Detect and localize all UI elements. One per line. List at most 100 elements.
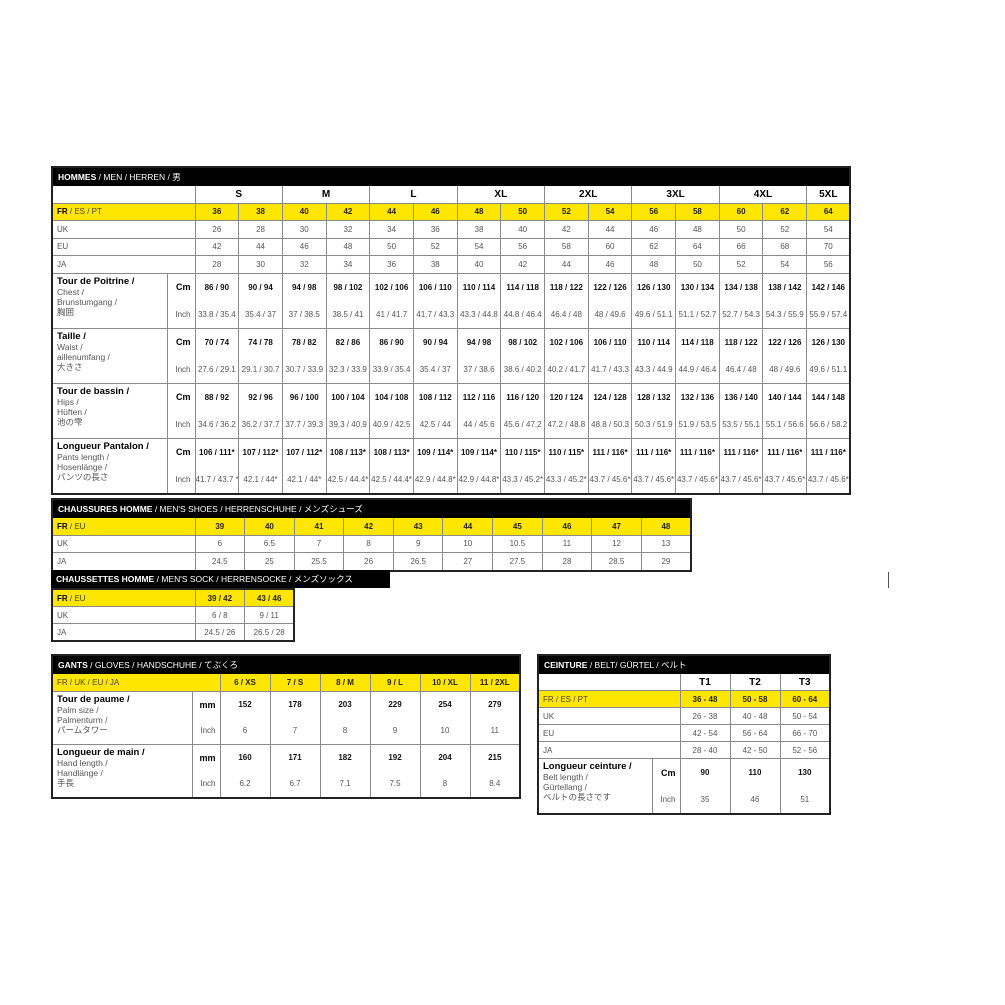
- men-measure-cell: 132 / 136: [675, 382, 720, 411]
- men-fr-row: FR / ES / PT 36 38 40 42 44 46 48 50 52 54 56 58 60 62…: [51, 202, 851, 221]
- men-conv-cell: 44: [238, 237, 283, 256]
- belt-measure-label-line: Belt length /: [543, 772, 588, 782]
- men-conv-cell: 68: [762, 237, 808, 256]
- men-measure-label-line: Taille /: [57, 330, 86, 342]
- size-T2: T2: [729, 673, 781, 691]
- gloves-measure-cell-inch: 6: [219, 717, 271, 745]
- gloves-measure-cell-inch: 11: [469, 717, 521, 745]
- men-fr-cell: 52: [544, 202, 589, 221]
- size-group-2XL: 2XL: [543, 185, 633, 204]
- men-fr-cell: 64: [806, 202, 851, 221]
- men-fr-label-rest: / ES / PT: [67, 207, 102, 217]
- men-measure-cell: 111 / 116*: [762, 437, 808, 466]
- men-conv-cell: 36: [369, 255, 414, 274]
- men-measure-cell: 114 / 118: [675, 327, 720, 356]
- men-measure-cell-inch: 46.4 / 48: [544, 300, 589, 329]
- men-measure-cell: 78 / 82: [281, 327, 327, 356]
- gloves-measure-cell: 279: [469, 690, 521, 718]
- men-measure-cell: 107 / 112*: [238, 437, 283, 466]
- gloves-measure-cell: 192: [369, 743, 421, 771]
- shoes-title-bold: CHAUSSURES HOMME: [58, 503, 153, 514]
- shoes-conv-cell: 12: [591, 534, 642, 553]
- men-conv-cell: 40: [500, 220, 545, 239]
- belt-title-bold: CEINTURE: [544, 659, 590, 670]
- men-unit-top: Cm: [166, 437, 196, 466]
- men-measure-cell-inch: 43.7 / 45.6*: [806, 465, 851, 494]
- men-conv-cell: 52: [412, 237, 458, 256]
- gloves-measure-label-line: Hand length /: [57, 757, 108, 768]
- gloves-unit-bottom: Inch: [191, 770, 221, 798]
- men-measure-cell-inch: 49.6 / 51.1: [631, 300, 677, 329]
- men-measure-label: Tour de Poitrine / Chest / Brunstumgang / 胸…: [51, 272, 168, 329]
- shoes-conv-label: JA: [51, 552, 196, 571]
- men-measure-cell-inch: 41.7 / 43.3: [587, 355, 633, 384]
- men-measure-row-inch: Inch 34.6 / 36.2 36.2 / 37.7 37.7 / 39.3 39.…: [52, 410, 851, 439]
- men-conv-cell: 46: [631, 220, 677, 239]
- men-measure-cell-inch: 29.1 / 30.7: [238, 355, 283, 384]
- men-measure-cell-inch: 43.7 / 45.6*: [631, 465, 677, 494]
- belt-conv-label: EU: [537, 724, 681, 742]
- men-measure-cell: 86 / 90: [194, 272, 240, 301]
- gloves-fr-cell: 6 / XS: [219, 673, 271, 692]
- men-measure-cell: 108 / 113*: [325, 437, 371, 466]
- belt-measure-row-inch: Inch 35 46 51: [538, 786, 831, 815]
- men-title-rest: / MEN / HERREN / 男: [96, 171, 181, 182]
- men-measure-cell-inch: 37.7 / 39.3: [281, 410, 327, 439]
- men-measure-label-line: Hips /: [57, 396, 79, 407]
- gloves-measure-label-line: Longueur de main /: [57, 746, 145, 758]
- men-measure-cell-inch: 48 / 49.6: [762, 355, 808, 384]
- gloves-measure-cell-inch: 6.7: [269, 770, 321, 798]
- gloves-measure-cell: 215: [469, 743, 521, 771]
- men-measure-cell: 122 / 126: [587, 272, 633, 301]
- socks-conv-cell: 6 / 8: [194, 606, 246, 624]
- men-measure-cell: 110 / 115*: [500, 437, 545, 466]
- men-measure-cell: 104 / 108: [369, 382, 414, 411]
- gloves-measure-cell-inch: 8: [419, 770, 471, 798]
- men-measure-cell: 118 / 122: [718, 327, 764, 356]
- men-measure-cell-inch: 34.6 / 36.2: [194, 410, 240, 439]
- men-measure-cell: 140 / 144: [762, 382, 808, 411]
- shoes-fr-label-bold: FR: [57, 521, 68, 531]
- gloves-measure-label-line: Tour de paume /: [57, 693, 130, 705]
- belt-measure-row: Longueur ceinture / Belt length / Gürtella…: [537, 758, 831, 815]
- men-measure-cell: 102 / 106: [369, 272, 414, 301]
- gloves-measure-cell: 178: [269, 690, 321, 718]
- men-measure-label-line: Chest /: [57, 286, 84, 297]
- gloves-measure-cell-inch: 7.5: [369, 770, 421, 798]
- men-conv-row-eu: EU 42 44 46 48 50 52 54 56 58 60 62 64 66 68 70: [51, 237, 851, 256]
- shoes-conv-cell: 25.5: [293, 552, 345, 571]
- gloves-measure-label: Longueur de main / Hand length / Handlänge…: [51, 743, 193, 798]
- men-measure-cell-inch: 35.4 / 37: [412, 355, 458, 384]
- men-fr-label-bold: FR: [57, 207, 68, 217]
- men-measure-cell-inch: 41.7 / 43.7 *: [194, 465, 240, 494]
- size-T1: T1: [679, 673, 731, 691]
- men-conv-cell: 38: [412, 255, 458, 274]
- gloves-measure-cell-inch: 6.2: [219, 770, 271, 798]
- men-conv-cell: 28: [194, 255, 240, 274]
- belt-measure-cell-inch: 51: [779, 786, 831, 815]
- gloves-unit-top: mm: [191, 743, 221, 771]
- men-conv-cell: 36: [412, 220, 458, 239]
- belt-conv-cell: 66 - 70: [779, 724, 831, 742]
- belt-fr-cell: 60 - 64: [779, 690, 831, 708]
- socks-title-rest: / MEN'S SOCK / HERRENSOCKE / メンズソックス: [154, 574, 353, 584]
- shoes-fr-cell: 46: [541, 517, 593, 536]
- gloves-measure-label-line: 手長: [57, 777, 75, 788]
- men-conv-cell: 42: [500, 255, 545, 274]
- men-unit-bottom: Inch: [166, 300, 196, 329]
- men-measure-cell-inch: 36.2 / 37.7: [238, 410, 283, 439]
- shoes-conv-cell: 8: [343, 534, 394, 553]
- men-title-row: HOMMES / MEN / HERREN / 男: [51, 166, 851, 186]
- shoes-conv-cell: 29: [640, 552, 692, 571]
- men-measure-cell-inch: 44.8 / 46.4: [500, 300, 545, 329]
- men-measure-row: Tour de Poitrine / Chest / Brunstumgang / 胸…: [51, 272, 851, 329]
- men-measure-cell-inch: 49.6 / 51.1: [806, 355, 851, 384]
- men-measure-cell: 128 / 132: [631, 382, 677, 411]
- shoes-conv-cell: 25: [244, 552, 295, 571]
- men-fr-label: FR / ES / PT: [51, 202, 196, 221]
- belt-conv-cell: 42 - 50: [729, 741, 781, 759]
- gloves-title-bold: GANTS: [58, 659, 88, 670]
- size-group-XL: XL: [456, 185, 546, 204]
- belt-conv-label: UK: [537, 707, 681, 725]
